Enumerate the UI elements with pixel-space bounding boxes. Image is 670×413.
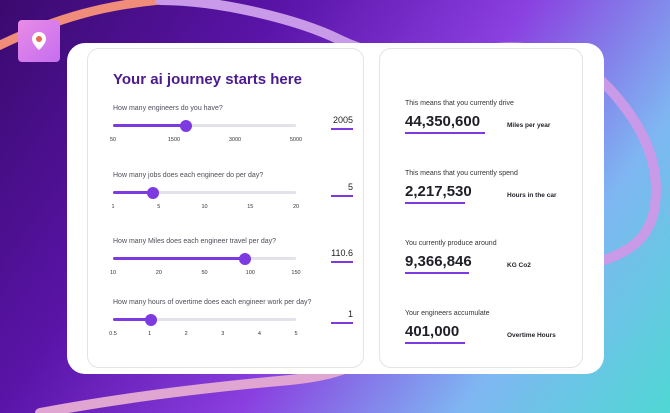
stat-label: This means that you currently drive xyxy=(405,100,514,107)
tick-label: 0.5 xyxy=(109,331,117,337)
stat-value: 2,217,530 xyxy=(405,183,472,200)
stat-value: 44,350,600 xyxy=(405,113,481,130)
slider-fill xyxy=(113,124,187,127)
tick-label: 2 xyxy=(184,331,188,337)
slider-question: How many engineers do you have? xyxy=(113,105,223,112)
tick-label: 1500 xyxy=(167,137,181,143)
slider-question: How many hours of overtime does each eng… xyxy=(113,299,312,306)
value-underline xyxy=(331,322,353,324)
tick-label: 1 xyxy=(111,204,115,210)
slider-question: How many jobs does each engineer do per … xyxy=(113,172,264,179)
engineers-value[interactable]: 2005 xyxy=(332,115,353,125)
engineers-slider[interactable] xyxy=(113,119,296,132)
value-underline xyxy=(331,195,353,197)
tick-label: 4 xyxy=(257,331,261,337)
tick-label: 15 xyxy=(247,204,254,210)
jobs-per-day-value[interactable]: 5 xyxy=(347,182,353,192)
slider-ticks: 50 1500 3000 5000 xyxy=(109,137,302,145)
tick-label: 150 xyxy=(291,270,301,276)
stat-unit: KG Co2 xyxy=(507,262,531,269)
miles-per-day-value[interactable]: 110.6 xyxy=(331,248,353,258)
overtime-hours-value[interactable]: 1 xyxy=(347,309,353,319)
tick-label: 5 xyxy=(157,204,161,210)
value-underline xyxy=(331,261,353,263)
slider-fill xyxy=(113,257,245,260)
tick-label: 20 xyxy=(292,204,300,210)
tick-label: 20 xyxy=(155,270,162,276)
slider-fill xyxy=(113,318,152,321)
slider-ticks: 10 20 50 100 150 xyxy=(109,270,301,278)
stat-value: 9,366,846 xyxy=(405,253,472,270)
stat-label: You currently produce around xyxy=(405,240,497,247)
inputs-panel: Your ai journey starts here How many eng… xyxy=(87,48,364,368)
slider-thumb[interactable] xyxy=(147,186,160,199)
slider-thumb[interactable] xyxy=(145,313,158,326)
jobs-per-day-slider[interactable] xyxy=(113,186,296,199)
slider-question: How many Miles does each engineer travel… xyxy=(113,238,277,245)
calculator-card: Your ai journey starts here How many eng… xyxy=(67,43,604,374)
stat-unit: Hours in the car xyxy=(507,192,557,199)
slider-ticks: 0.5 1 2 3 4 5 xyxy=(109,331,298,339)
tick-label: 10 xyxy=(201,204,208,210)
tick-label: 5000 xyxy=(289,137,303,143)
tick-label: 50 xyxy=(201,270,208,276)
tick-label: 50 xyxy=(109,137,117,143)
overtime-hours-slider[interactable] xyxy=(113,313,296,326)
tick-label: 5 xyxy=(294,331,298,337)
stat-underline xyxy=(405,202,465,204)
map-pin-icon xyxy=(32,32,46,50)
tick-label: 10 xyxy=(109,270,117,276)
stat-value: 401,000 xyxy=(405,323,460,340)
stat-underline xyxy=(405,342,465,344)
results-panel: This means that you currently drive 44,3… xyxy=(379,48,583,368)
slider-thumb[interactable] xyxy=(180,119,193,132)
tick-label: 3000 xyxy=(228,137,242,143)
stat-underline xyxy=(405,132,485,134)
slider-fill xyxy=(113,191,154,194)
slider-ticks: 1 5 10 15 20 xyxy=(111,204,300,212)
stat-label: Your engineers accumulate xyxy=(405,310,490,317)
tick-label: 3 xyxy=(221,331,225,337)
page-title: Your ai journey starts here xyxy=(113,71,302,88)
tick-label: 1 xyxy=(148,331,152,337)
stat-unit: Overtime Hours xyxy=(507,332,556,339)
slider-thumb[interactable] xyxy=(238,252,251,265)
stat-unit: Miles per year xyxy=(507,122,551,129)
location-badge xyxy=(18,20,60,62)
tick-label: 100 xyxy=(245,270,255,276)
value-underline xyxy=(331,128,353,130)
stat-label: This means that you currently spend xyxy=(405,170,518,177)
miles-per-day-slider[interactable] xyxy=(113,252,296,265)
stat-underline xyxy=(405,272,469,274)
